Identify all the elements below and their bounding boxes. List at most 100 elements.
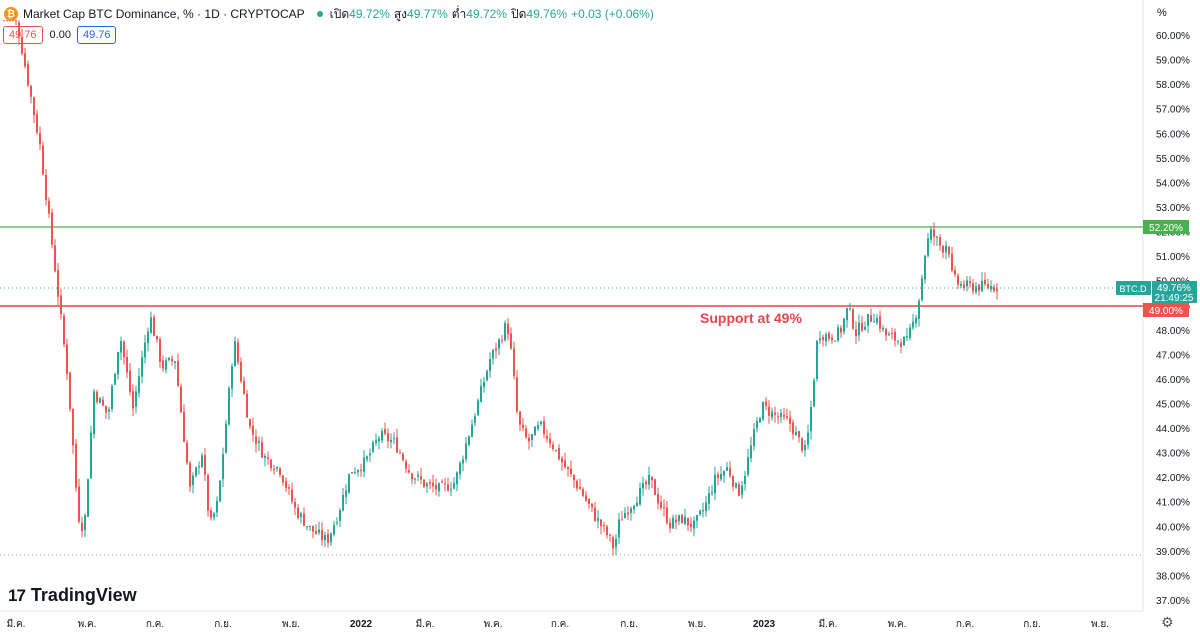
candle-body [885,328,887,336]
candle-body [429,482,431,484]
y-tick-label: 37.00% [1156,596,1190,607]
candle-body [132,391,134,409]
y-tick-label: 59.00% [1156,56,1190,67]
candle-body [723,471,725,476]
support-annotation[interactable]: Support at 49% [700,310,802,326]
candle-body [63,315,65,345]
candle-body [726,467,728,471]
candle-body [612,537,614,549]
x-tick-label: ก.ค. [551,619,569,630]
last-price-label-bg [1152,281,1197,303]
candle-body [111,386,113,410]
trade-buttons: 49.76 0.00 49.76 [3,26,117,44]
candle-body [591,503,593,508]
candle-body [531,434,533,440]
low-label: ต่ำ [451,6,467,21]
candle-body [756,421,758,429]
candle-body [318,529,320,533]
candle-body [855,329,857,337]
candle-body [840,327,842,333]
candle-body [372,442,374,452]
candle-body [984,279,986,285]
candle-body [993,287,995,291]
gear-icon[interactable]: ⚙ [1161,614,1174,630]
candle-body [492,349,494,359]
symbol-title[interactable]: Market Cap BTC Dominance, % · 1D · CRYPT… [23,7,305,21]
candle-body [732,476,734,487]
candle-body [936,236,938,238]
sell-price-button[interactable]: 49.76 [3,26,43,44]
x-tick-label: มี.ค. [819,618,838,630]
candle-body [969,281,971,284]
candle-body [411,473,413,480]
candle-body [522,424,524,428]
candle-body [696,515,698,521]
candle-body [798,431,800,438]
buy-price-button[interactable]: 49.76 [76,26,117,44]
candle-body [189,462,191,487]
candle-body [306,526,308,528]
candle-body [180,386,182,413]
candle-body [930,229,932,240]
candle-body [741,485,743,495]
candle-body [3,20,5,22]
candle-body [753,429,755,446]
candle-body [849,308,851,310]
candle-body [762,402,764,420]
candle-body [156,335,158,340]
candle-body [582,489,584,496]
candle-body [636,502,638,507]
candle-body [927,238,929,256]
axis-unit-label[interactable]: % [1157,7,1167,19]
candle-body [537,424,539,429]
candle-body [423,479,425,487]
candle-body [309,525,311,527]
candle-body [933,229,935,238]
candle-body [273,469,275,471]
candle-body [690,524,692,528]
close-label: ปิด [510,6,527,21]
candle-body [78,486,80,522]
candle-body [540,421,542,424]
candle-body [117,352,119,375]
candle-body [765,401,767,406]
candle-body [810,406,812,432]
candle-body [906,336,908,338]
candle-body [384,429,386,434]
candles-group [3,20,998,556]
candle-body [498,339,500,349]
candle-body [183,411,185,442]
market-status-dot [316,11,323,17]
candle-body [738,484,740,496]
y-tick-label: 58.00% [1156,80,1190,91]
candle-body [456,472,458,485]
x-tick-label: 2022 [350,619,373,630]
candle-body [576,480,578,489]
candle-body [588,498,590,504]
candle-body [93,391,95,435]
time-axis[interactable]: มี.ค. พ.ค. ก.ค. ก.ย. พ.ย. 2022 มี.ค. พ.ค. ก.ค. ก.… [7,618,1109,630]
candle-body [153,317,155,336]
candle-body [678,515,680,522]
candle-body [606,526,608,536]
candle-body [102,399,104,406]
candle-body [684,516,686,525]
candle-body [888,333,890,336]
candle-body [780,412,782,417]
candle-body [552,444,554,449]
candle-body [795,431,797,436]
candle-body [246,393,248,418]
candle-body [45,174,47,201]
candle-body [108,409,110,412]
candle-body [624,512,626,519]
candle-body [657,494,659,504]
candle-body [750,445,752,459]
candle-body [891,333,893,335]
candle-body [432,482,434,487]
candle-body [759,418,761,423]
tradingview-logo[interactable]: 17 TradingView [8,585,137,606]
candle-body [825,334,827,342]
price-axis[interactable]: 60.00% 59.00% 58.00% 57.00% 56.00% 55.00% 54.0… [1156,31,1190,607]
candle-body [708,493,710,504]
